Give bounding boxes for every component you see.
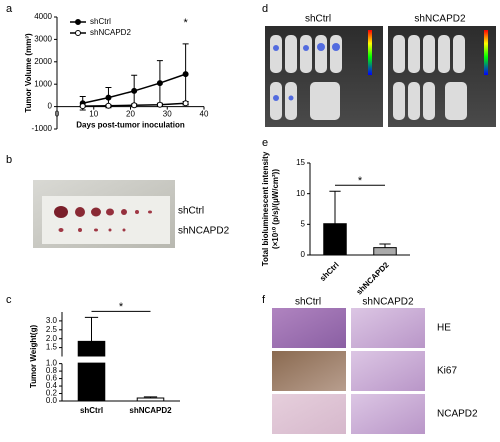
photo-label: shNCAPD2	[414, 14, 466, 25]
legend-label: shNCAPD2	[90, 28, 131, 37]
y-tick-label: -1000	[32, 124, 53, 133]
y-tick-label: 5	[301, 219, 306, 228]
point	[131, 87, 138, 94]
y-axis-label: Total bioluminescent intensity	[261, 151, 270, 266]
x-tick-label: 30	[163, 110, 172, 119]
x-tick-label: shCtrl	[318, 260, 341, 283]
y-tick-label: 15	[296, 158, 305, 167]
photo-label: shCtrl	[305, 14, 331, 25]
y-axis-label: Tumor Weight(g)	[29, 325, 38, 389]
annotation: *	[358, 175, 363, 187]
y-tick-label: 1.5	[46, 343, 58, 352]
x-tick-label: shNCAPD2	[355, 260, 392, 297]
legend-label: shCtrl	[90, 17, 111, 26]
point	[105, 94, 112, 101]
panel-label: a	[6, 3, 13, 15]
y-tick-label: 4000	[34, 12, 52, 21]
x-tick-label: shCtrl	[80, 406, 103, 415]
y-tick-label: 1000	[34, 79, 52, 88]
legend-marker	[75, 30, 81, 36]
y-tick-label: 0.2	[46, 389, 58, 398]
annotation: *	[119, 301, 124, 313]
y-tick-label: 0	[48, 102, 53, 111]
error-bar	[84, 316, 99, 342]
point	[105, 102, 112, 109]
x-tick-label: 10	[89, 110, 98, 119]
tumor-photo: shCtrl shNCAPD2	[33, 180, 230, 248]
panel-label: e	[262, 137, 268, 149]
x-tick-label: 20	[126, 110, 135, 119]
panel-label: f	[262, 294, 266, 306]
y-tick-label: 2000	[34, 57, 52, 66]
x-tick-label: 40	[200, 110, 209, 119]
y-tick-label: 1.0	[46, 359, 58, 368]
bar	[323, 223, 347, 256]
annotation: *	[183, 17, 188, 29]
y-axis-label: (×10¹⁰ (p/s)/(µW/cm²))	[271, 169, 280, 249]
panel-label: d	[262, 3, 268, 15]
point	[131, 102, 138, 109]
y-axis-label: Tumor Volume (mm³)	[24, 33, 33, 113]
row-label: HE	[437, 323, 451, 334]
bar	[136, 397, 165, 402]
histology: shCtrl shNCAPD2 HE Ki67 NCAPD2	[272, 297, 478, 434]
point	[79, 103, 86, 110]
panel-label: b	[6, 154, 12, 166]
legend-marker	[75, 19, 81, 25]
y-tick-label: 3.0	[46, 316, 58, 325]
point	[156, 101, 163, 108]
point	[182, 71, 189, 78]
y-tick-label: 10	[296, 189, 305, 198]
row-label: Ki67	[437, 366, 457, 377]
panel-labels: a b c d e f	[6, 3, 268, 306]
y-tick-label: 0.8	[46, 366, 58, 375]
bar	[77, 340, 106, 402]
axis-break	[77, 356, 106, 363]
photo-label: shCtrl	[178, 206, 204, 217]
imaging-photo: shCtrl shNCAPD2	[265, 14, 496, 127]
x-tick-label: shNCAPD2	[129, 406, 172, 415]
error-bar	[379, 243, 391, 248]
column-label: shNCAPD2	[362, 297, 414, 308]
y-tick-label: 2.5	[46, 325, 58, 334]
y-tick-label: 0.6	[46, 374, 58, 383]
y-tick-label: 0.0	[46, 396, 58, 405]
y-tick-label: 0.4	[46, 381, 58, 390]
row-label: NCAPD2	[437, 409, 478, 420]
x-tick-label: 0	[55, 110, 60, 119]
error-bar	[329, 190, 341, 224]
y-tick-label: 0	[301, 250, 306, 259]
bar	[373, 247, 397, 256]
point	[182, 100, 189, 107]
photo-label: shNCAPD2	[178, 226, 230, 237]
y-tick-label: 3000	[34, 35, 52, 44]
panel-label: c	[6, 294, 12, 306]
column-label: shCtrl	[295, 297, 321, 308]
y-tick-label: 2.0	[46, 334, 58, 343]
point	[156, 80, 163, 87]
x-axis-label: Days post-tumor inoculation	[76, 121, 185, 130]
